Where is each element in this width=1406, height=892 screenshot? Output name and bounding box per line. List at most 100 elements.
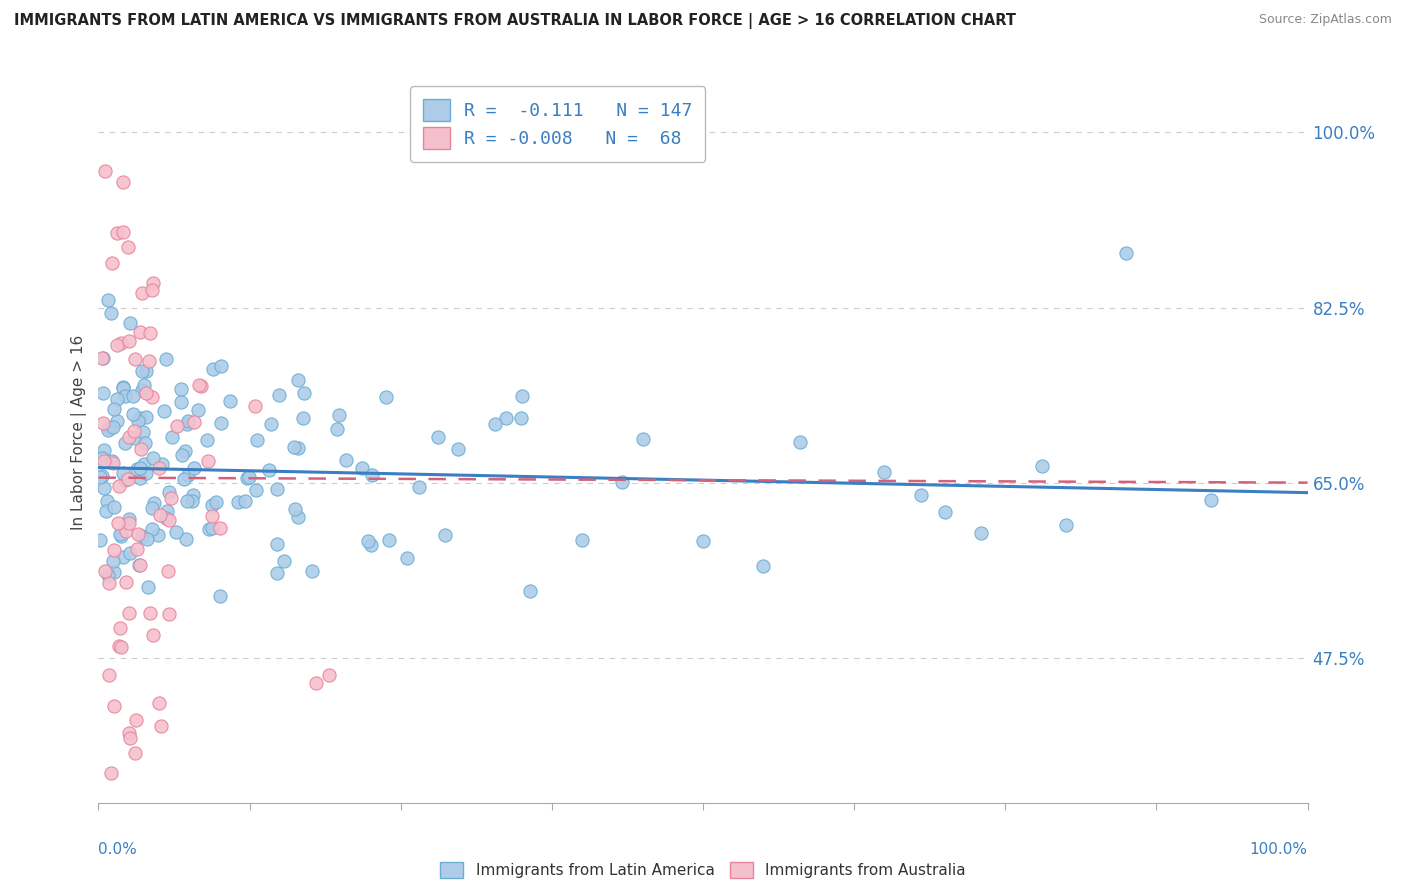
Point [328,408,350,422]
Point [139,326,162,341]
Point [245,399,267,413]
Point [131,285,153,300]
Point [377,533,399,547]
Point [118,512,141,526]
Point [101,553,124,567]
Text: 0.0%: 0.0% [98,842,138,856]
Point [1115,245,1137,260]
Point [103,420,125,434]
Point [433,528,456,542]
Point [103,543,125,558]
Point [118,316,141,330]
Point [510,389,533,403]
Point [361,467,384,482]
Point [129,471,152,485]
Point [117,606,139,620]
Point [155,511,177,525]
Point [118,731,141,745]
Point [96,504,118,518]
Point [519,584,541,599]
Point [571,533,593,547]
Point [125,713,148,727]
Point [148,696,170,710]
Point [100,765,122,780]
Point [142,628,165,642]
Point [318,668,340,682]
Point [132,378,155,392]
Point [111,176,134,190]
Point [495,411,517,425]
Point [170,395,193,409]
Point [111,380,134,394]
Point [105,337,128,351]
Point [375,390,398,404]
Point [105,392,128,407]
Point [90,450,112,465]
Point [118,725,141,739]
Point [283,440,305,454]
Point [141,283,163,297]
Point [131,529,153,543]
Point [142,451,165,466]
Point [96,494,118,508]
Point [148,508,170,522]
Point [197,454,219,468]
Point [97,668,120,682]
Point [115,524,138,538]
Point [910,488,932,502]
Point [291,411,314,425]
Point [103,402,125,417]
Point [124,431,146,445]
Point [157,485,180,500]
Point [124,351,146,366]
Y-axis label: In Labor Force | Age > 16: In Labor Force | Age > 16 [72,335,87,530]
Point [139,606,162,620]
Point [173,472,195,486]
Point [132,425,155,440]
Point [110,336,132,351]
Point [118,516,141,530]
Point [148,461,170,475]
Point [128,325,150,339]
Point [118,334,141,349]
Point [187,378,209,392]
Point [91,386,114,401]
Point [273,554,295,568]
Point [127,527,149,541]
Point [135,466,157,480]
Text: IMMIGRANTS FROM LATIN AMERICA VS IMMIGRANTS FROM AUSTRALIA IN LABOR FORCE | AGE : IMMIGRANTS FROM LATIN AMERICA VS IMMIGRA… [14,13,1017,29]
Point [631,432,654,446]
Point [187,403,209,417]
Point [131,383,153,397]
Point [257,463,280,477]
Point [135,363,157,377]
Point [170,448,193,462]
Point [395,550,418,565]
Point [108,526,131,541]
Point [352,461,374,475]
Point [103,500,125,514]
Point [208,590,231,604]
Point [107,640,129,654]
Point [114,436,136,450]
Point [267,388,290,402]
Point [335,452,357,467]
Point [124,425,146,439]
Point [209,417,232,431]
Point [124,746,146,760]
Point [181,488,204,502]
Point [107,516,129,530]
Point [112,466,135,480]
Point [146,528,169,542]
Point [136,580,159,594]
Point [117,471,139,485]
Point [156,504,179,518]
Point [91,351,114,365]
Point [122,407,145,421]
Point [103,565,125,579]
Point [108,621,131,635]
Point [114,474,136,488]
Point [129,442,152,457]
Point [127,541,149,556]
Point [692,533,714,548]
